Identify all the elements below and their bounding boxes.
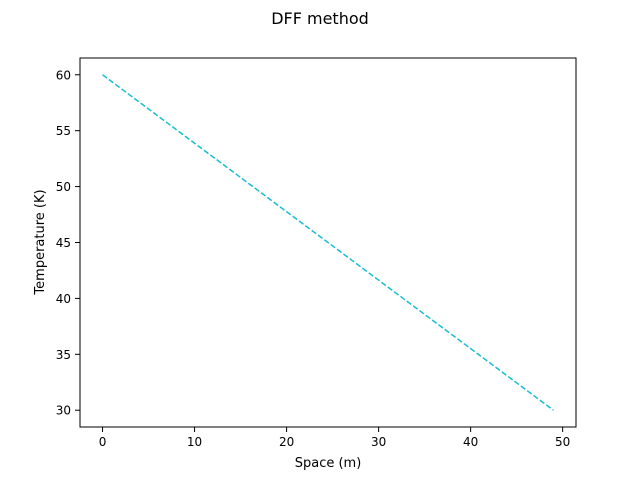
y-axis-label: Temperature (K) xyxy=(33,189,48,295)
x-axis-ticks: 0 10 20 30 40 50 xyxy=(99,427,570,449)
x-tick-label: 0 xyxy=(99,435,107,449)
y-tick-label: 60 xyxy=(56,68,71,82)
series-line xyxy=(102,74,554,411)
y-tick-label: 45 xyxy=(56,236,71,250)
x-tick-label: 50 xyxy=(555,435,570,449)
series-group xyxy=(102,74,554,411)
x-tick-label: 20 xyxy=(279,435,294,449)
x-tick-label: 10 xyxy=(187,435,202,449)
chart-title: DFF method xyxy=(271,9,369,28)
x-axis-label: Space (m) xyxy=(295,456,362,471)
x-tick-label: 40 xyxy=(463,435,478,449)
y-tick-label: 50 xyxy=(56,180,71,194)
y-tick-label: 55 xyxy=(56,124,71,138)
y-tick-label: 35 xyxy=(56,348,71,362)
x-tick-label: 30 xyxy=(371,435,386,449)
y-axis-ticks: 30 35 40 45 50 55 60 xyxy=(56,68,80,418)
y-tick-label: 40 xyxy=(56,292,71,306)
y-tick-label: 30 xyxy=(56,404,71,418)
